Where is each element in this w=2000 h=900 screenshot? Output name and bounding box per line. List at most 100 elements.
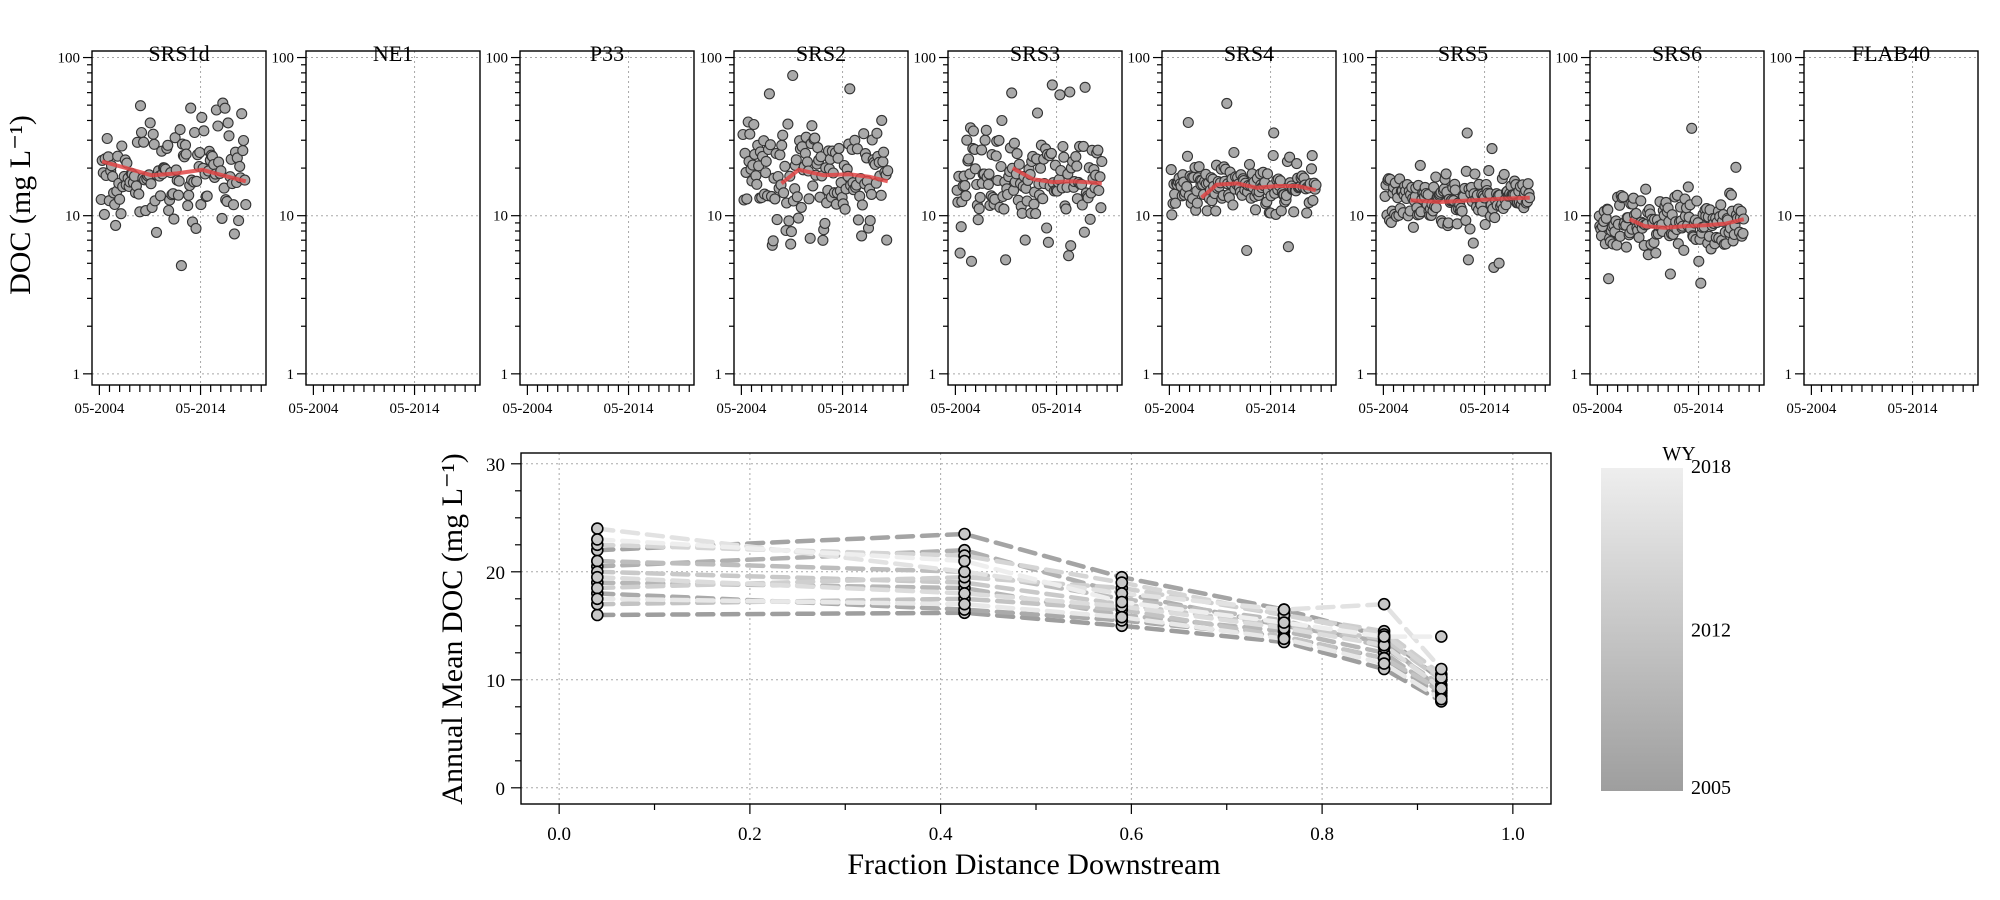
doc-point (1305, 163, 1318, 175)
doc-point (833, 142, 845, 154)
annual-mean-point (590, 522, 604, 535)
panel-frame (1161, 50, 1337, 386)
doc-point (785, 226, 797, 238)
doc-point (233, 215, 245, 227)
panel-ne1: NE1 1 10 100 05-2004 05-2014 (272, 41, 481, 417)
doc-point (1267, 149, 1279, 162)
doc-point (1191, 197, 1203, 209)
wy-line-2016 (595, 526, 1444, 672)
y-tick-label: 1 (929, 367, 937, 383)
doc-point (1037, 193, 1049, 205)
doc-point (1603, 273, 1615, 285)
doc-point (1227, 199, 1239, 211)
doc-point (771, 214, 783, 226)
doc-point (1288, 206, 1300, 218)
doc-point (1060, 203, 1072, 215)
x-tick-label: 05-2004 (716, 401, 766, 417)
doc-point (851, 143, 863, 155)
doc-point (777, 129, 789, 141)
doc-point (1063, 250, 1075, 262)
y-tick-label: 10 (707, 209, 722, 225)
doc-point (223, 130, 235, 142)
doc-point (1210, 205, 1222, 217)
panel-title: SRS4 (1224, 41, 1274, 66)
trend-line (780, 167, 889, 185)
doc-point (839, 203, 851, 215)
doc-point (1079, 81, 1091, 93)
doc-point (1695, 277, 1707, 289)
doc-point (1064, 86, 1076, 98)
doc-point (1261, 168, 1274, 180)
doc-point (1169, 197, 1182, 209)
doc-point (222, 117, 234, 129)
doc-point (1006, 87, 1018, 99)
doc-point (790, 154, 802, 166)
annual-mean-chart: 0.0 0.2 0.4 0.6 0.8 1.0 0 10 20 30 (486, 452, 1552, 845)
doc-point (1045, 147, 1057, 159)
doc-point (871, 127, 883, 139)
doc-point (1691, 195, 1703, 207)
x-tick-label: 05-2004 (1786, 401, 1836, 417)
x-tick-label: 05-2004 (930, 401, 980, 417)
y-tick-label: 30 (486, 455, 505, 476)
site-timeseries-panels: SRS1d 1 10 100 05-2004 05-2014 NE1 1 10 100 05-200… (58, 41, 1979, 417)
doc-point (961, 134, 973, 146)
annual-mean-point (1115, 576, 1129, 589)
doc-point (980, 124, 992, 136)
doc-point (1042, 236, 1054, 248)
doc-point (1407, 221, 1419, 233)
annual-mean-point (1435, 682, 1448, 695)
doc-point (767, 235, 779, 247)
doc-point (963, 153, 975, 165)
doc-point (1094, 171, 1106, 183)
annual-mean-point (590, 608, 604, 622)
doc-point (996, 114, 1008, 127)
doc-point (237, 134, 250, 147)
doc-point (1228, 146, 1240, 159)
doc-point (769, 193, 781, 205)
doc-point (1414, 159, 1426, 171)
doc-point (760, 155, 772, 167)
doc-point (148, 138, 160, 150)
doc-point (741, 193, 753, 205)
doc-point (107, 170, 119, 182)
x-tick-label: 05-2004 (288, 401, 338, 417)
doc-point (1678, 244, 1690, 256)
plot-frame (520, 452, 1552, 805)
doc-point (1095, 202, 1107, 214)
doc-point (1440, 168, 1452, 180)
bottom-x-axis-title: Fraction Distance Downstream (847, 848, 1220, 881)
panel-title: NE1 (373, 41, 413, 66)
doc-point (240, 199, 252, 211)
doc-point (216, 212, 228, 224)
doc-point (1046, 79, 1058, 91)
doc-point (998, 203, 1010, 215)
doc-point (1071, 160, 1083, 172)
y-tick-label: 10 (493, 209, 508, 225)
panel-srs2: SRS2 1 10 100 05-2004 05-2014 (700, 41, 909, 417)
doc-point (1000, 254, 1012, 266)
doc-point (791, 191, 803, 203)
doc-point (180, 148, 192, 160)
doc-point (1078, 226, 1090, 238)
y-tick-label: 10 (279, 209, 294, 225)
x-tick-label: 05-2014 (1888, 401, 1938, 417)
x-tick-label: 05-2014 (176, 401, 226, 417)
doc-point (1602, 204, 1614, 216)
doc-point (144, 117, 156, 129)
wy-line-2011 (595, 596, 1444, 693)
doc-point (1031, 107, 1044, 119)
doc-point (212, 120, 224, 132)
doc-point (1715, 199, 1727, 211)
y-tick-label: 100 (272, 51, 295, 67)
doc-point (1070, 151, 1082, 163)
wy-line-2018 (595, 537, 1444, 639)
doc-point (1479, 218, 1491, 231)
panel-title: SRS2 (796, 41, 846, 66)
y-tick-label: 1 (1357, 367, 1365, 383)
annual-mean-point (1277, 603, 1291, 616)
doc-point (185, 102, 197, 114)
doc-point (959, 180, 971, 192)
doc-point (1467, 237, 1479, 249)
doc-point (982, 178, 994, 190)
